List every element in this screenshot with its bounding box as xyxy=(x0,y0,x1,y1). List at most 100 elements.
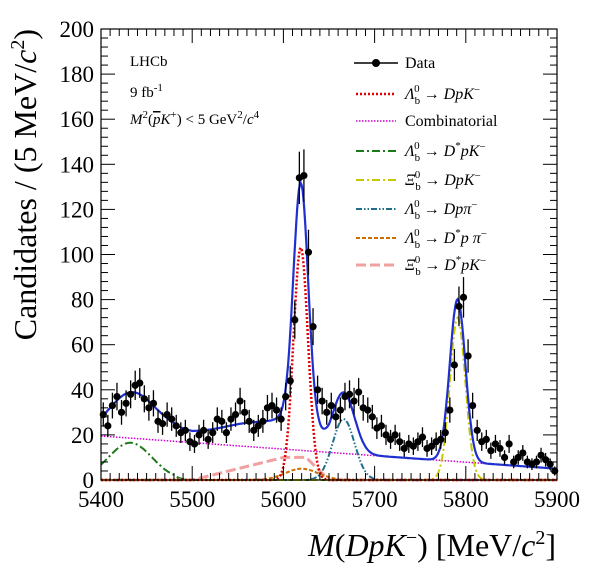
data-point xyxy=(286,377,294,385)
data-point xyxy=(519,449,527,457)
data-point xyxy=(355,388,363,396)
y-tick-label: 40 xyxy=(71,378,94,403)
data-point xyxy=(350,397,358,405)
data-point xyxy=(377,422,386,430)
data-point xyxy=(241,408,249,416)
data-point xyxy=(368,413,376,421)
experiment-label: LHCb xyxy=(130,54,168,70)
legend-entry-lb-dstarpk: Λb0 → D*pK− xyxy=(403,140,486,164)
data-point xyxy=(250,426,258,434)
data-point xyxy=(482,435,490,444)
data-point xyxy=(158,420,167,428)
y-axis-title: Candidates / (5 MeV/c2) xyxy=(7,29,43,340)
data-point xyxy=(200,426,208,434)
legend-entry-xib-dstarpk: Ξb0 → D*pK− xyxy=(405,254,486,278)
data-point xyxy=(537,451,545,459)
data-point xyxy=(127,390,135,398)
data-point xyxy=(300,171,308,180)
legend: Data Λb0 → DpK− Combinatorial Λb0 → D*pK… xyxy=(354,55,498,278)
data-point xyxy=(446,406,454,414)
data-point xyxy=(272,406,281,414)
data-point xyxy=(514,453,522,462)
data-point xyxy=(145,404,153,412)
data-point xyxy=(487,447,495,455)
data-point xyxy=(236,397,244,405)
data-point xyxy=(227,415,235,423)
fit-components xyxy=(100,180,557,482)
data-point xyxy=(323,408,331,416)
data-point xyxy=(204,435,212,444)
data-point xyxy=(222,429,230,437)
x-tick-label: 5900 xyxy=(534,487,580,512)
data-point xyxy=(542,456,550,464)
data-point xyxy=(437,435,445,444)
data-point xyxy=(117,408,126,416)
x-tick-label: 5500 xyxy=(169,487,215,512)
data-point xyxy=(327,401,335,410)
luminosity-label: 9 fb-1 xyxy=(130,82,163,101)
x-tick-label: 5700 xyxy=(352,487,398,512)
x-tick-label: 5600 xyxy=(260,487,306,512)
data-point xyxy=(245,417,253,425)
x-tick-label: 5800 xyxy=(443,487,489,512)
data-point xyxy=(450,361,458,369)
data-point xyxy=(491,440,500,448)
data-point xyxy=(336,406,344,414)
legend-entry-xib-dpk: Ξb0 → DpK− xyxy=(405,169,481,193)
curve-lb-dpk xyxy=(101,244,557,482)
data-point xyxy=(409,442,417,450)
data-point xyxy=(163,411,171,419)
cut-label: M2(pK+) < 5 GeV2/c4 xyxy=(129,109,260,128)
data-point xyxy=(108,401,116,410)
data-point xyxy=(455,302,463,310)
data-points xyxy=(99,149,559,476)
data-point xyxy=(318,397,326,405)
data-point xyxy=(473,426,481,434)
data-point xyxy=(464,352,472,360)
data-point xyxy=(218,417,226,425)
y-tick-label: 0 xyxy=(83,468,95,493)
data-point xyxy=(382,431,390,439)
data-point xyxy=(122,399,130,407)
data-point xyxy=(532,458,541,466)
y-tick-label: 160 xyxy=(60,107,95,132)
y-tick-label: 180 xyxy=(60,62,95,87)
axes: 5400 5500 5600 5700 5800 5900 0 20 40 60 80 100 120 1… xyxy=(60,17,581,512)
data-point xyxy=(282,392,290,401)
legend-entry-data: Data xyxy=(405,55,435,72)
data-point xyxy=(418,433,427,441)
data-point xyxy=(441,429,449,437)
data-point xyxy=(304,248,313,256)
data-point xyxy=(136,379,144,387)
data-point xyxy=(314,386,322,394)
data-point xyxy=(291,316,299,324)
data-point xyxy=(190,440,199,448)
data-point xyxy=(231,411,240,419)
y-tick-label: 60 xyxy=(71,333,94,358)
data-point xyxy=(113,392,121,401)
data-point xyxy=(459,293,468,301)
data-point xyxy=(268,401,276,410)
data-point xyxy=(254,422,262,430)
data-point xyxy=(364,406,372,414)
data-point xyxy=(149,399,158,407)
x-tick-label: 5400 xyxy=(78,487,124,512)
curve-total-fit xyxy=(100,180,557,470)
data-point xyxy=(400,444,408,453)
data-point xyxy=(505,440,513,448)
y-tick-label: 80 xyxy=(71,288,94,313)
data-point xyxy=(510,458,518,466)
x-axis-title: M(DpK−) [MeV/c2] xyxy=(307,527,556,563)
data-point xyxy=(209,429,217,437)
y-tick-label: 20 xyxy=(71,423,94,448)
data-point xyxy=(345,390,354,398)
y-tick-label: 120 xyxy=(60,197,95,222)
data-point xyxy=(277,415,285,423)
legend-entry-lb-dpk: Λb0 → DpK− xyxy=(403,83,480,107)
data-point xyxy=(181,426,189,434)
y-tick-label: 100 xyxy=(60,243,95,268)
legend-data-marker xyxy=(372,59,380,67)
y-tick-label: 140 xyxy=(60,152,95,177)
data-point xyxy=(259,417,267,425)
